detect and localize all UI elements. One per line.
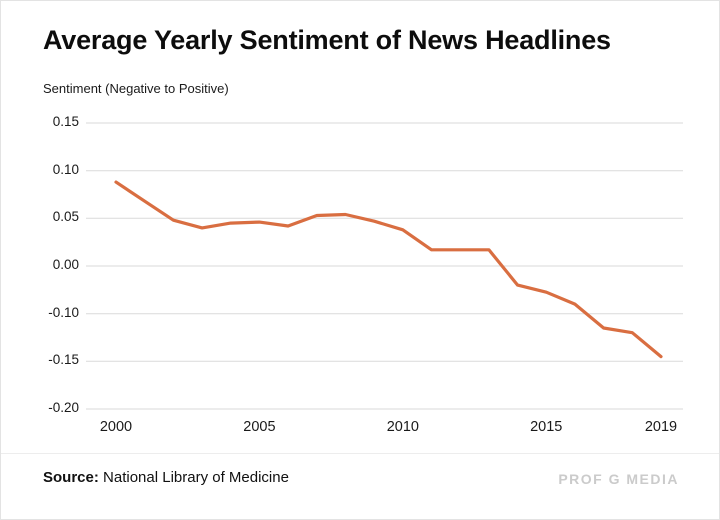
chart-title: Average Yearly Sentiment of News Headlin… (43, 25, 611, 55)
sentiment-series-line (114, 180, 663, 359)
x-axis-tick-label: 2019 (644, 419, 678, 435)
source-label: Source: (43, 469, 99, 486)
x-axis-tick-label: 2005 (243, 419, 276, 435)
brand-watermark: PROF G MEDIA (558, 471, 679, 487)
source-text: National Library of Medicine (98, 469, 289, 486)
y-axis-tick-label: 0.05 (52, 209, 79, 225)
y-axis-tick-label: 0.00 (52, 257, 79, 272)
source-line: Source: National Library of Medicine (43, 469, 289, 486)
y-axis-tick-label: 0.10 (52, 161, 79, 177)
y-axis-tick-label: 0.15 (52, 114, 79, 129)
y-axis-title: Sentiment (Negative to Positive) (43, 81, 229, 96)
x-axis-tick-label: 2010 (386, 419, 419, 435)
y-axis-tick-label: -0.20 (48, 400, 79, 415)
footer-divider (1, 453, 719, 454)
y-axis-tick-label: -0.10 (48, 304, 79, 320)
x-axis-tick-label: 2015 (530, 419, 563, 435)
x-axis-tick-label: 2000 (99, 419, 133, 435)
y-axis-tick-label: -0.15 (48, 352, 79, 368)
